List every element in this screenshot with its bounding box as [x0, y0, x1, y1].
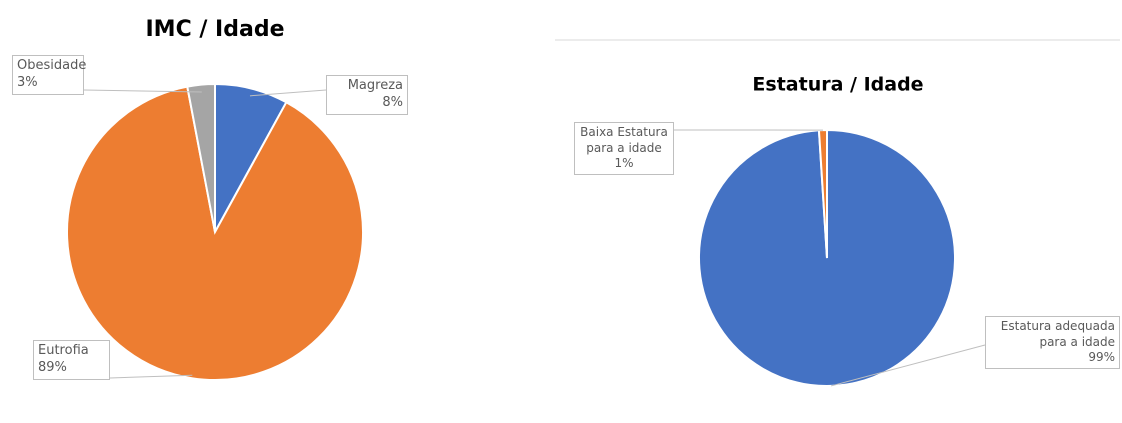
label-value: 89% [38, 359, 67, 375]
label-value: 8% [382, 94, 403, 110]
chart-title: Estatura / Idade [752, 74, 923, 96]
data-label: Magreza 8% [326, 75, 408, 115]
leader-line [830, 344, 986, 387]
pie-slice [66, 85, 364, 381]
leader-line [109, 374, 193, 379]
label-category: Eutrofia [38, 343, 89, 358]
pie-slice [186, 82, 216, 233]
leader-line [83, 89, 202, 93]
label-category: Obesidade [17, 58, 87, 73]
label-category: Estatura adequada para a idade [1000, 319, 1115, 349]
label-category: Baixa Estatura para a idade [580, 125, 668, 155]
label-category: Magreza [347, 78, 403, 93]
label-value: 99% [1088, 350, 1115, 365]
leader-line [249, 89, 327, 97]
data-label: Eutrofia 89% [33, 340, 110, 380]
data-label: Estatura adequada para a idade 99% [985, 316, 1120, 369]
label-value: 3% [17, 74, 38, 90]
chart-title: IMC / Idade [145, 17, 284, 42]
data-label: Baixa Estatura para a idade 1% [574, 122, 674, 175]
label-value: 1% [614, 156, 634, 171]
data-label: Obesidade 3% [12, 55, 87, 95]
